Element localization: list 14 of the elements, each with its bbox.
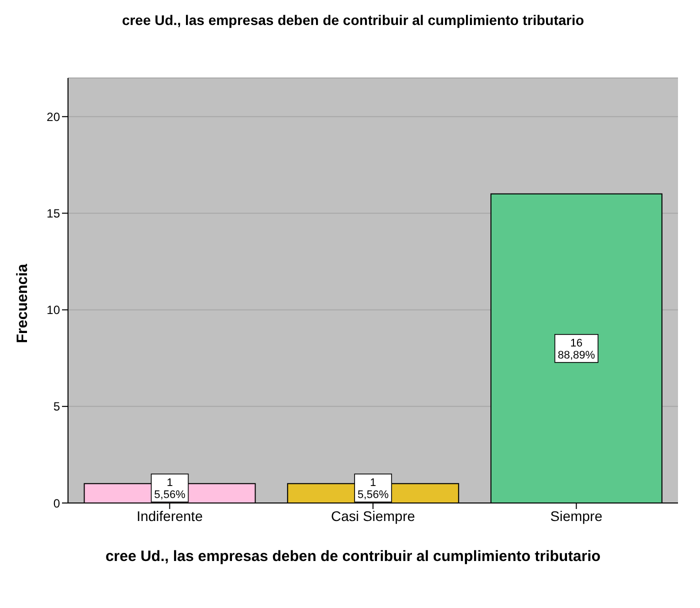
y-tick-label: 10	[46, 303, 60, 318]
data-label: 1 5,56%	[154, 477, 186, 501]
y-tick-label: 0	[53, 496, 60, 510]
chart-title: cree Ud., las empresas deben de contribuir al cumplimiento tributario	[120, 12, 586, 28]
y-axis-title: Frecuencia	[14, 263, 32, 343]
data-label: 1 5,56%	[358, 477, 389, 501]
data-label: 16 88,89%	[558, 337, 596, 362]
x-tick-label: Indiferente	[136, 508, 203, 524]
x-tick-label: Casi Siempre	[330, 508, 416, 524]
x-tick-label: Siempre	[550, 508, 603, 524]
x-axis-title: cree Ud., las empresas deben de contribuir al cumplimiento tributario	[104, 548, 602, 565]
y-tick-label: 15	[46, 206, 60, 220]
y-tick-label: 20	[46, 110, 60, 124]
y-tick-label: 5	[53, 400, 60, 414]
